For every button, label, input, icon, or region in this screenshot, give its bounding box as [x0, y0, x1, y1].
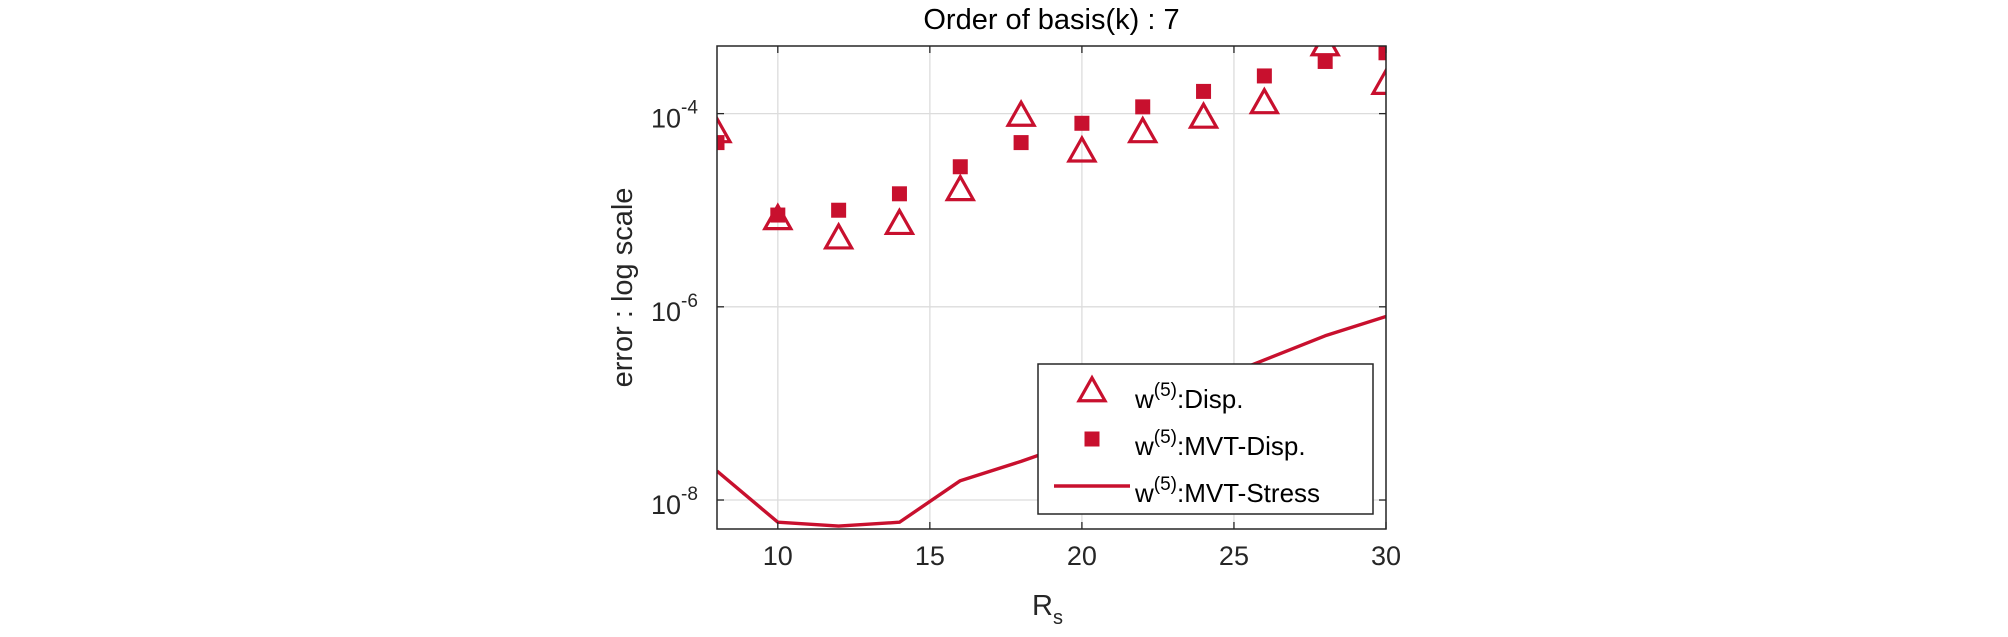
- y-tick-label: 10-8: [651, 484, 698, 520]
- legend: w(5):Disp.w(5):MVT-Disp.w(5):MVT-Stress: [1037, 363, 1374, 515]
- legend-label-sup: (5): [1154, 380, 1177, 401]
- chart-title: Order of basis(k) : 7: [923, 4, 1179, 36]
- mvt-disp-point: [1256, 68, 1272, 84]
- mvt-disp-point: [831, 202, 847, 218]
- x-tick-label: 20: [1067, 541, 1097, 571]
- mvt-disp-point: [1317, 53, 1333, 69]
- legend-label-base: w: [1134, 384, 1154, 414]
- mvt-disp-point: [891, 186, 907, 202]
- y-tick-label: 10-4: [651, 98, 698, 134]
- plot-frame: [716, 45, 1387, 530]
- series-1: [717, 46, 1386, 250]
- disp-point: [1370, 67, 1386, 95]
- x-tick-label: 10: [763, 541, 793, 571]
- y-tick-exponent: -8: [681, 484, 698, 505]
- disp-point: [717, 115, 733, 144]
- x-tick-label: 15: [915, 541, 945, 571]
- x-axis-label-main: R: [1032, 590, 1053, 622]
- mvt-disp-point: [1135, 99, 1151, 115]
- disp-point: [1248, 86, 1281, 115]
- legend-label-rest: :MVT-Disp.: [1177, 431, 1306, 461]
- y-tick-exponent: -4: [681, 98, 698, 119]
- legend-label: w(5):Disp.: [1134, 380, 1243, 414]
- x-axis-label-subscript: s: [1053, 607, 1063, 629]
- disp-point: [1309, 46, 1341, 57]
- legend-label-base: w: [1134, 431, 1154, 461]
- disp-point: [1066, 134, 1098, 163]
- legend-marker-mvt-disp: [1084, 431, 1100, 447]
- disp-point: [944, 173, 977, 202]
- mvt-disp-point: [1013, 135, 1029, 151]
- legend-label-base: w: [1134, 478, 1154, 508]
- y-tick-base: 10: [651, 104, 681, 134]
- data-layer: [717, 46, 1386, 528]
- x-tick-label: 25: [1219, 541, 1249, 571]
- disp-point: [883, 207, 916, 236]
- mvt-disp-point: [952, 159, 968, 175]
- legend-label-rest: :Disp.: [1177, 384, 1243, 414]
- disp-point: [1126, 115, 1159, 144]
- mvt-disp-point: [770, 207, 786, 223]
- legend-label-rest: :MVT-Stress: [1177, 478, 1320, 508]
- legend-label: w(5):MVT-Disp.: [1134, 427, 1306, 461]
- x-tick-label: 30: [1371, 541, 1401, 571]
- mvt-disp-point: [1074, 115, 1090, 131]
- legend-label: w(5):MVT-Stress: [1134, 474, 1320, 508]
- mvt-disp-point: [1378, 46, 1386, 61]
- disp-point: [1005, 99, 1037, 127]
- y-tick-exponent: -6: [681, 291, 698, 312]
- legend-label-sup: (5): [1154, 427, 1177, 448]
- mvt-disp-point: [1196, 83, 1212, 99]
- disp-point: [822, 221, 855, 250]
- legend-label-sup: (5): [1154, 474, 1177, 495]
- y-tick-base: 10: [651, 297, 681, 327]
- series-2: [717, 46, 1386, 223]
- y-tick-base: 10: [651, 490, 681, 520]
- y-tick-label: 10-6: [651, 291, 698, 327]
- y-axis-label: error : log scale: [607, 188, 639, 388]
- disp-point: [1187, 100, 1220, 129]
- mvt-disp-point: [717, 135, 725, 151]
- legend-marker-disp: [1076, 374, 1108, 403]
- x-axis-label: Rs: [1032, 590, 1063, 629]
